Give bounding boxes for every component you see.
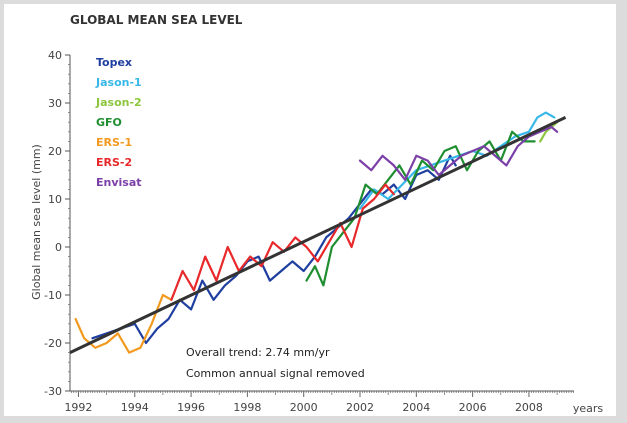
x-tick-label: 2006 (459, 401, 487, 414)
legend-entry: Topex (96, 56, 132, 69)
x-tick-label: 1992 (64, 401, 92, 414)
y-tick-label: 20 (48, 145, 62, 158)
y-tick-label: -20 (44, 337, 62, 350)
axes: -30 -20 -10 0 10 20 30 40 1992 1994 1996 1998 2000 20… (44, 49, 574, 414)
y-tick-label: 30 (48, 97, 62, 110)
legend-entry: Jason-2 (95, 96, 142, 109)
x-tick-label: 1996 (177, 401, 205, 414)
trend-line (69, 116, 567, 354)
chart-panel (4, 4, 616, 416)
legend-entry: Envisat (96, 176, 142, 189)
x-tick-label: 1998 (233, 401, 261, 414)
legend-entry: ERS-2 (96, 156, 132, 169)
x-axis-label: years (573, 402, 604, 415)
series-line-envisat (358, 125, 559, 181)
series-line-gfo (305, 130, 536, 287)
legend: Topex Jason-1 Jason-2 GFO ERS-1 ERS-2 Envisat (95, 56, 142, 189)
y-tick-label: 40 (48, 49, 62, 62)
y-axis-label: Global mean sea level (mm) (30, 144, 43, 300)
legend-entry: GFO (96, 116, 122, 129)
x-tick-label: 2008 (515, 401, 543, 414)
annotation-trend: Overall trend: 2.74 mm/yr (186, 346, 330, 359)
x-tick-label: 1994 (121, 401, 149, 414)
chart-title: GLOBAL MEAN SEA LEVEL (70, 13, 243, 27)
y-tick-label: -10 (44, 289, 62, 302)
y-tick-label: 10 (48, 193, 62, 206)
legend-entry: Jason-1 (95, 76, 142, 89)
legend-entry: ERS-1 (96, 136, 132, 149)
x-tick-label: 2002 (346, 401, 374, 414)
x-tick-label: 2004 (402, 401, 430, 414)
y-tick-label: 0 (55, 241, 62, 254)
y-tick-label: -30 (44, 385, 62, 398)
annotation-annual: Common annual signal removed (186, 367, 365, 380)
x-tick-label: 2000 (290, 401, 318, 414)
